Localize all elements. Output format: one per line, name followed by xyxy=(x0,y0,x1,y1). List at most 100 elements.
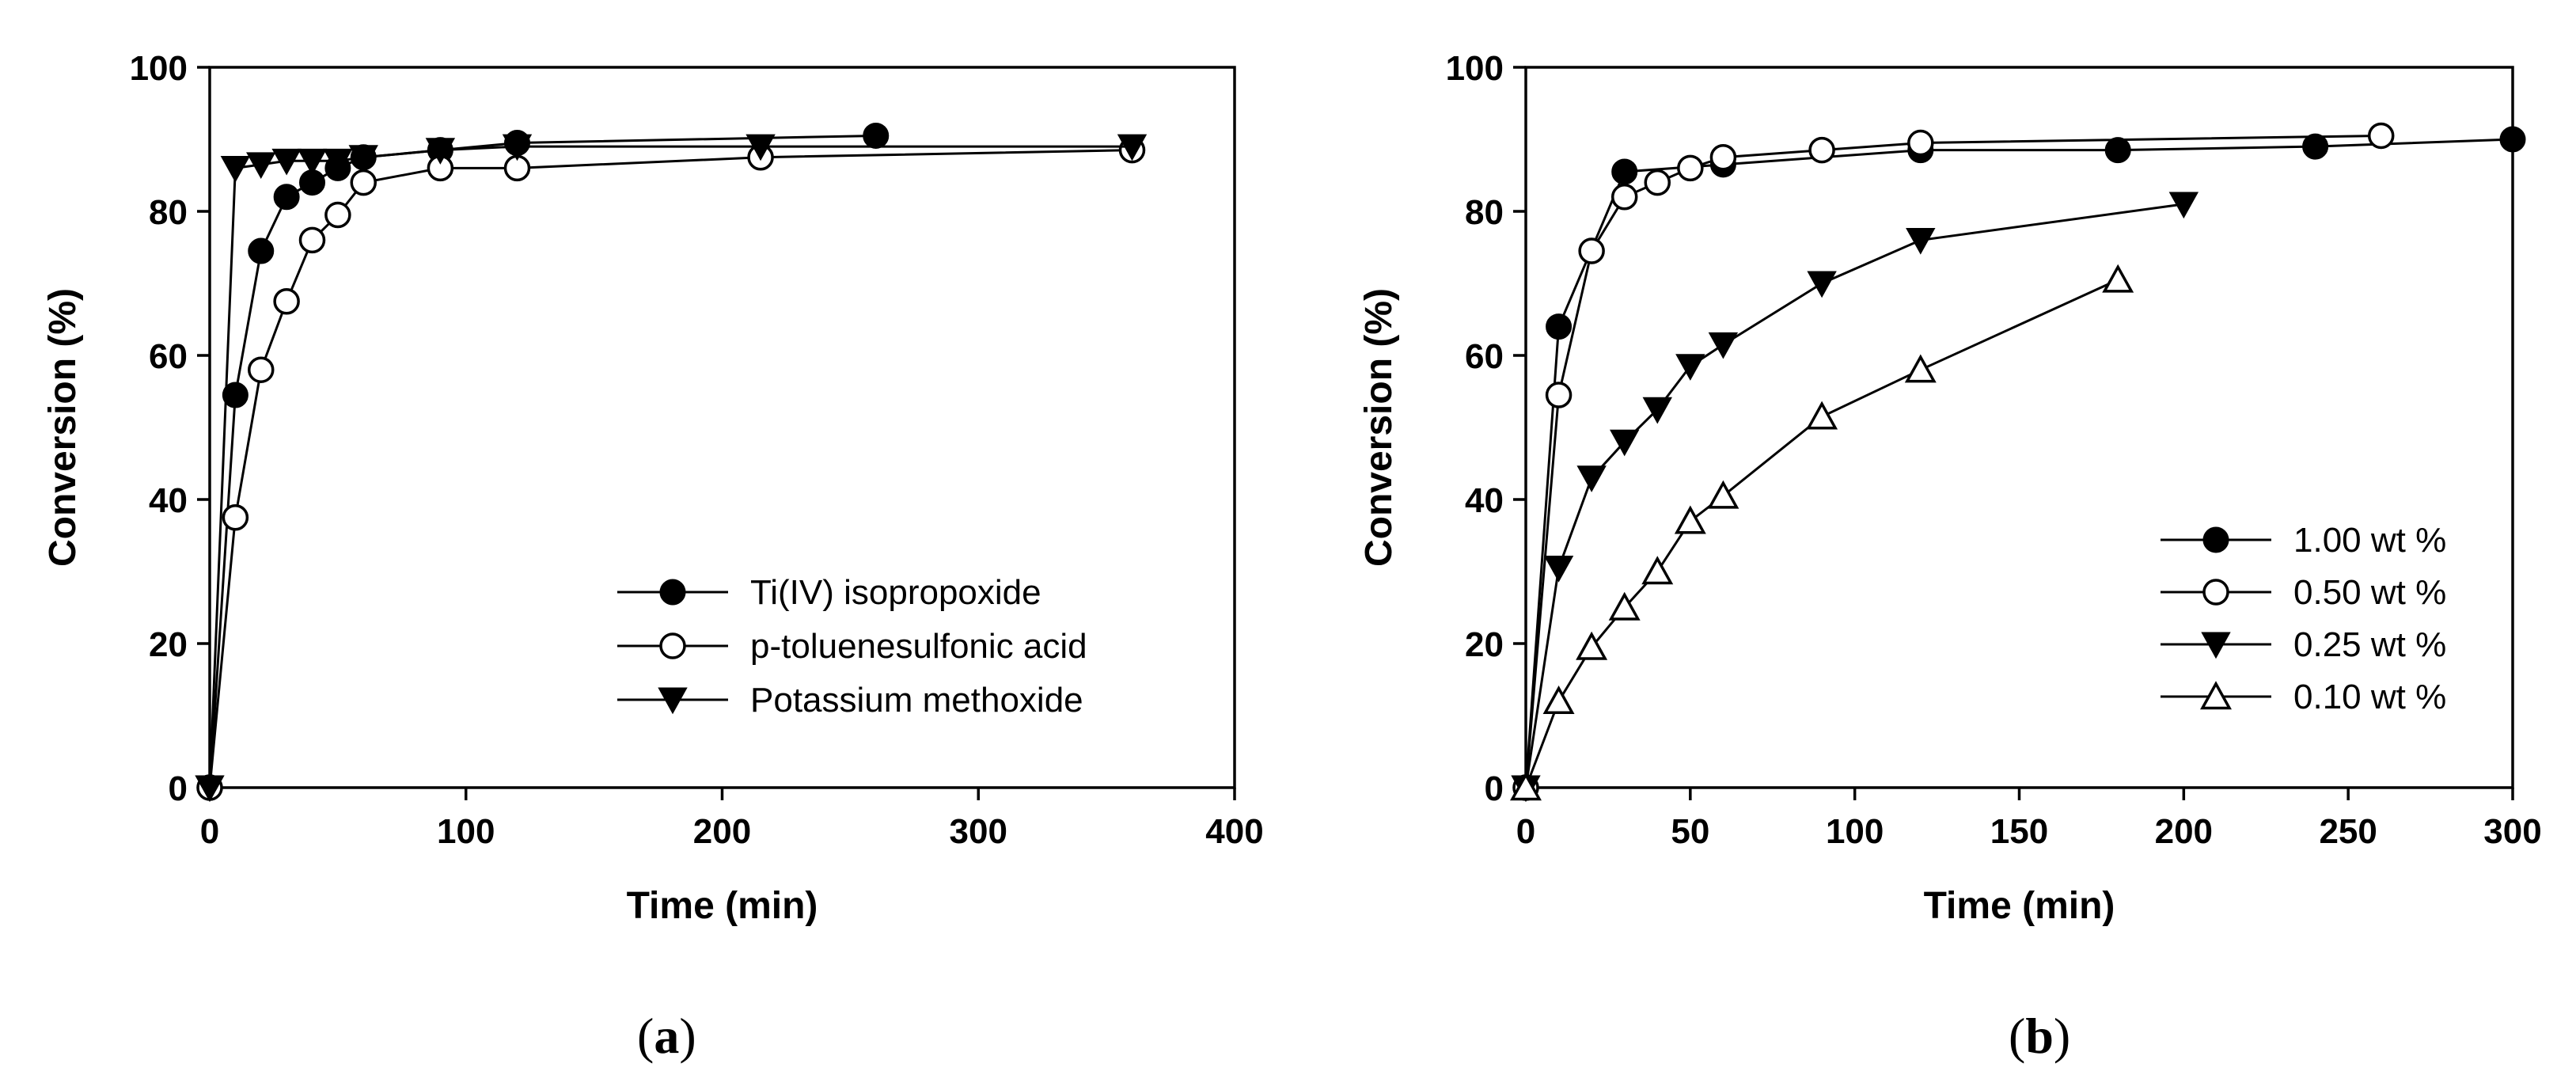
data-point xyxy=(246,152,276,180)
y-tick-label: 100 xyxy=(130,49,188,88)
y-axis-label: Conversion (%) xyxy=(42,288,84,567)
panel-label-open-paren: ( xyxy=(2009,1008,2025,1064)
data-point xyxy=(1904,354,1937,383)
legend-entry: p-toluenesulfonic acid xyxy=(750,627,1087,666)
legend-entry: Ti(IV) isopropoxide xyxy=(750,573,1041,612)
y-axis-label: Conversion (%) xyxy=(1358,288,1400,567)
data-point xyxy=(2102,264,2134,293)
x-tick-label: 200 xyxy=(693,812,751,851)
chart-panel-a: 0 100 200 300 400 0 20 40 60 80 100 Time (min) Conve… xyxy=(42,49,1264,1064)
data-point xyxy=(1578,237,1605,264)
chart-panel-b: 0 50 100 150 200 250 300 0 20 40 60 80 100 Time (min)… xyxy=(1358,49,2542,1064)
data-point xyxy=(273,288,300,315)
data-point xyxy=(2367,122,2395,150)
y-tick-label: 80 xyxy=(1465,193,1504,232)
series-filled-triangle-down xyxy=(195,134,1148,803)
data-point xyxy=(248,237,275,264)
legend-marker xyxy=(2200,681,2232,710)
data-point xyxy=(863,122,890,149)
data-point xyxy=(1610,429,1640,457)
data-point xyxy=(298,226,326,254)
y-tick-label: 40 xyxy=(1465,481,1504,520)
data-point xyxy=(1576,465,1607,492)
data-point xyxy=(1644,169,1671,196)
data-point xyxy=(1576,631,1608,660)
series-line xyxy=(1524,279,2119,788)
y-tick-label: 60 xyxy=(149,337,188,376)
data-point xyxy=(324,201,351,229)
legend-entry: 1.00 wt % xyxy=(2293,521,2446,560)
data-point xyxy=(1675,354,1705,381)
data-point xyxy=(1806,401,1838,430)
y-tick-label: 20 xyxy=(1465,625,1504,664)
legend-entry: 0.25 wt % xyxy=(2293,625,2446,664)
data-point xyxy=(323,148,353,176)
x-tick-label: 400 xyxy=(1205,812,1263,851)
legend-entry: 0.10 wt % xyxy=(2293,678,2446,716)
y-tick-label: 20 xyxy=(149,625,188,664)
data-point xyxy=(1542,686,1575,714)
data-point xyxy=(1543,556,1574,583)
data-point xyxy=(1641,556,1674,585)
data-point xyxy=(222,382,248,408)
x-tick-label: 100 xyxy=(1826,812,1884,851)
data-point xyxy=(1674,505,1706,534)
data-point xyxy=(1907,129,1934,157)
series-line xyxy=(208,134,876,788)
data-point xyxy=(1611,158,1638,185)
data-point xyxy=(222,504,249,531)
legend-marker xyxy=(659,579,686,606)
data-point xyxy=(1707,480,1739,509)
series-filled-triangle-down xyxy=(1511,192,2199,803)
y-tick-label: 0 xyxy=(169,769,188,808)
data-point xyxy=(1808,136,1835,164)
data-point xyxy=(2168,192,2199,219)
data-point xyxy=(1545,382,1573,408)
data-point xyxy=(273,184,300,211)
legend: 1.00 wt % 0.50 wt % 0.25 wt % 0.10 wt % xyxy=(2161,521,2446,716)
data-point xyxy=(1546,313,1573,340)
legend-marker xyxy=(2202,526,2229,553)
data-point xyxy=(2499,126,2526,153)
data-point xyxy=(1117,134,1148,161)
panel-label: (a) xyxy=(637,1008,696,1064)
data-point xyxy=(1510,772,1542,801)
y-tick-label: 0 xyxy=(1485,769,1504,808)
x-tick-label: 0 xyxy=(200,812,219,851)
x-tick-label: 250 xyxy=(2319,812,2377,851)
legend-entry: Potassium methoxide xyxy=(750,681,1083,720)
x-tick-label: 50 xyxy=(1671,812,1709,851)
data-point xyxy=(271,148,302,176)
legend-marker xyxy=(659,632,686,659)
x-axis-label: Time (min) xyxy=(1924,885,2115,927)
data-point xyxy=(1608,591,1641,621)
data-point xyxy=(1906,227,1936,255)
data-point xyxy=(220,155,251,183)
x-tick-label: 200 xyxy=(2155,812,2213,851)
panel-label-close-paren: ) xyxy=(679,1008,696,1064)
data-point xyxy=(1677,154,1704,182)
y-tick-label: 60 xyxy=(1465,337,1504,376)
x-tick-label: 300 xyxy=(950,812,1007,851)
data-point xyxy=(195,775,225,803)
data-point xyxy=(745,134,776,161)
panel-label-letter: a xyxy=(654,1008,679,1064)
x-tick-label: 150 xyxy=(1990,812,2048,851)
series-line xyxy=(1524,134,2381,788)
legend-marker xyxy=(658,687,688,715)
series-open-circle xyxy=(1512,122,2395,801)
data-point xyxy=(2302,133,2329,160)
data-point xyxy=(2104,137,2131,164)
legend: Ti(IV) isopropoxide p-toluenesulfonic aci… xyxy=(617,573,1087,720)
series-open-triangle-up xyxy=(1510,264,2134,801)
y-tick-label: 40 xyxy=(149,481,188,520)
data-point xyxy=(1642,397,1672,424)
legend-marker xyxy=(2202,579,2229,606)
x-tick-label: 100 xyxy=(437,812,495,851)
data-point xyxy=(348,145,378,172)
data-point xyxy=(1610,184,1638,211)
data-point xyxy=(425,138,456,165)
legend-entry: 0.50 wt % xyxy=(2293,573,2446,612)
data-point xyxy=(502,134,533,161)
